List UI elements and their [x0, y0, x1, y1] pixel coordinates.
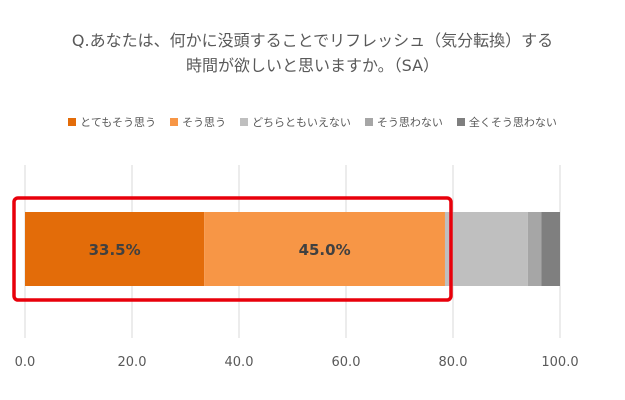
bar-segment: [541, 212, 560, 286]
bar-segment: [444, 212, 528, 286]
legend-item-agree: そう思う: [170, 114, 226, 130]
x-tick-label: 80.0: [439, 355, 468, 370]
bar-segment: [25, 212, 205, 286]
bar-segment: [527, 212, 542, 286]
legend-swatch: [170, 118, 179, 126]
x-tick-label: 100.0: [541, 355, 578, 370]
chart-title-line-1: Q.あなたは、何かに没頭することでリフレッシュ（気分転換）する: [71, 31, 554, 50]
legend-label: とてもそう思う: [80, 116, 157, 129]
bar-data-label: 33.5%: [89, 241, 141, 259]
legend-swatch: [364, 118, 373, 126]
highlight-box: [12, 196, 453, 302]
chart-legend: とてもそう思う そう思う どちらともいえない そう思わない 全くそう思わない: [0, 114, 625, 130]
legend-swatch: [240, 118, 249, 126]
x-tick-label: 0.0: [15, 355, 36, 370]
legend-label: そう思わない: [376, 116, 443, 129]
x-tick-label: 20.0: [118, 355, 147, 370]
legend-label: 全くそう思わない: [468, 116, 557, 129]
chart-title-line-2: 時間が欲しいと思いますか。（SA）: [185, 56, 440, 75]
legend-item-strongly-agree: とてもそう思う: [68, 114, 156, 130]
legend-label: そう思う: [182, 116, 227, 129]
legend-swatch: [456, 118, 465, 126]
x-tick-label: 40.0: [225, 355, 254, 370]
legend-item-disagree: そう思わない: [364, 114, 443, 130]
bar-data-label: 45.0%: [299, 241, 351, 259]
legend-item-neutral: どちらともいえない: [240, 114, 351, 130]
legend-swatch: [68, 118, 77, 126]
legend-item-strongly-disagree: 全くそう思わない: [456, 114, 557, 130]
legend-label: どちらともいえない: [252, 116, 351, 129]
x-tick-label: 60.0: [332, 355, 361, 370]
bar-segment: [204, 212, 445, 286]
